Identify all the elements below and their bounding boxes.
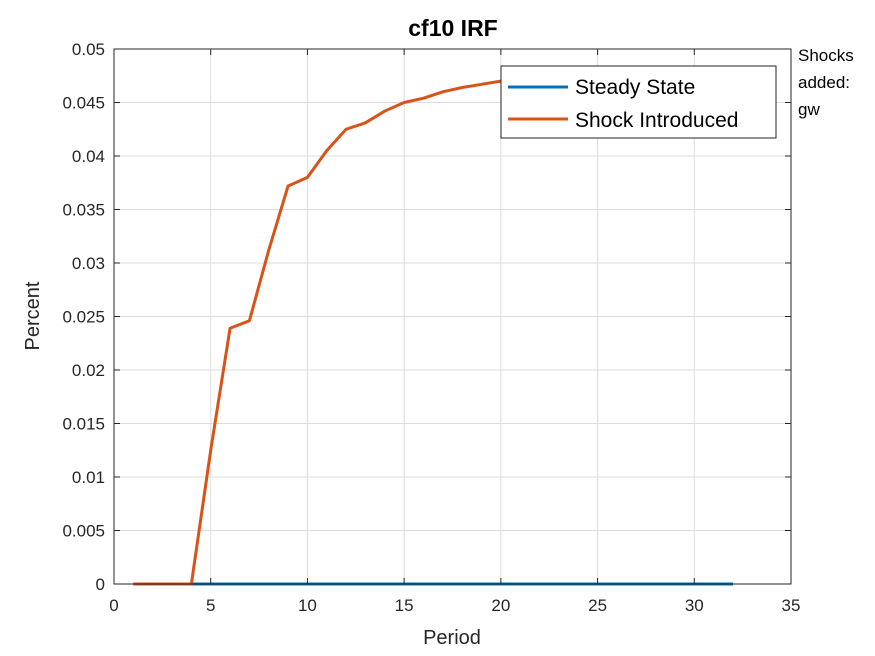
y-tick-labels: 0 0.005 0.01 0.015 0.02 0.025 0.03 0.035 0.04 0.0… — [62, 40, 105, 594]
x-tick-label: 30 — [685, 596, 704, 615]
y-axis-label: Percent — [22, 281, 44, 350]
x-tick-label: 10 — [298, 596, 317, 615]
annotation-line-1: Shocks — [798, 46, 854, 65]
y-tick-label: 0.04 — [72, 147, 105, 166]
tick-layer — [113, 48, 792, 585]
x-tick-label: 5 — [206, 596, 215, 615]
legend-label-steady-state: Steady State — [575, 76, 695, 99]
x-tick-label: 35 — [782, 596, 801, 615]
y-tick-label: 0.025 — [62, 308, 105, 327]
y-tick-label: 0.02 — [72, 361, 105, 380]
x-tick-label: 0 — [109, 596, 118, 615]
y-tick-label: 0.01 — [72, 468, 105, 487]
x-tick-label: 20 — [491, 596, 510, 615]
annotation-line-3: gw — [798, 100, 820, 119]
legend-label-shock-introduced: Shock Introduced — [575, 109, 738, 132]
legend: Steady State Shock Introduced — [500, 65, 777, 139]
x-tick-label: 15 — [395, 596, 414, 615]
x-tick-labels: 0 5 10 15 20 25 30 35 — [109, 596, 800, 615]
grid-lines — [114, 49, 791, 584]
shock-annotation: Shocks added: gw — [798, 46, 854, 119]
y-tick-label: 0.03 — [72, 254, 105, 273]
y-tick-label: 0.05 — [72, 40, 105, 59]
legend-box — [500, 65, 777, 139]
annotation-line-2: added: — [798, 73, 850, 92]
x-axis-label: Period — [423, 627, 481, 649]
y-tick-label: 0 — [96, 575, 105, 594]
y-tick-label: 0.035 — [62, 201, 105, 220]
x-tick-label: 25 — [588, 596, 607, 615]
chart-title: cf10 IRF — [408, 15, 497, 41]
y-tick-label: 0.015 — [62, 415, 105, 434]
y-tick-label: 0.005 — [62, 522, 105, 541]
y-tick-label: 0.045 — [62, 94, 105, 113]
